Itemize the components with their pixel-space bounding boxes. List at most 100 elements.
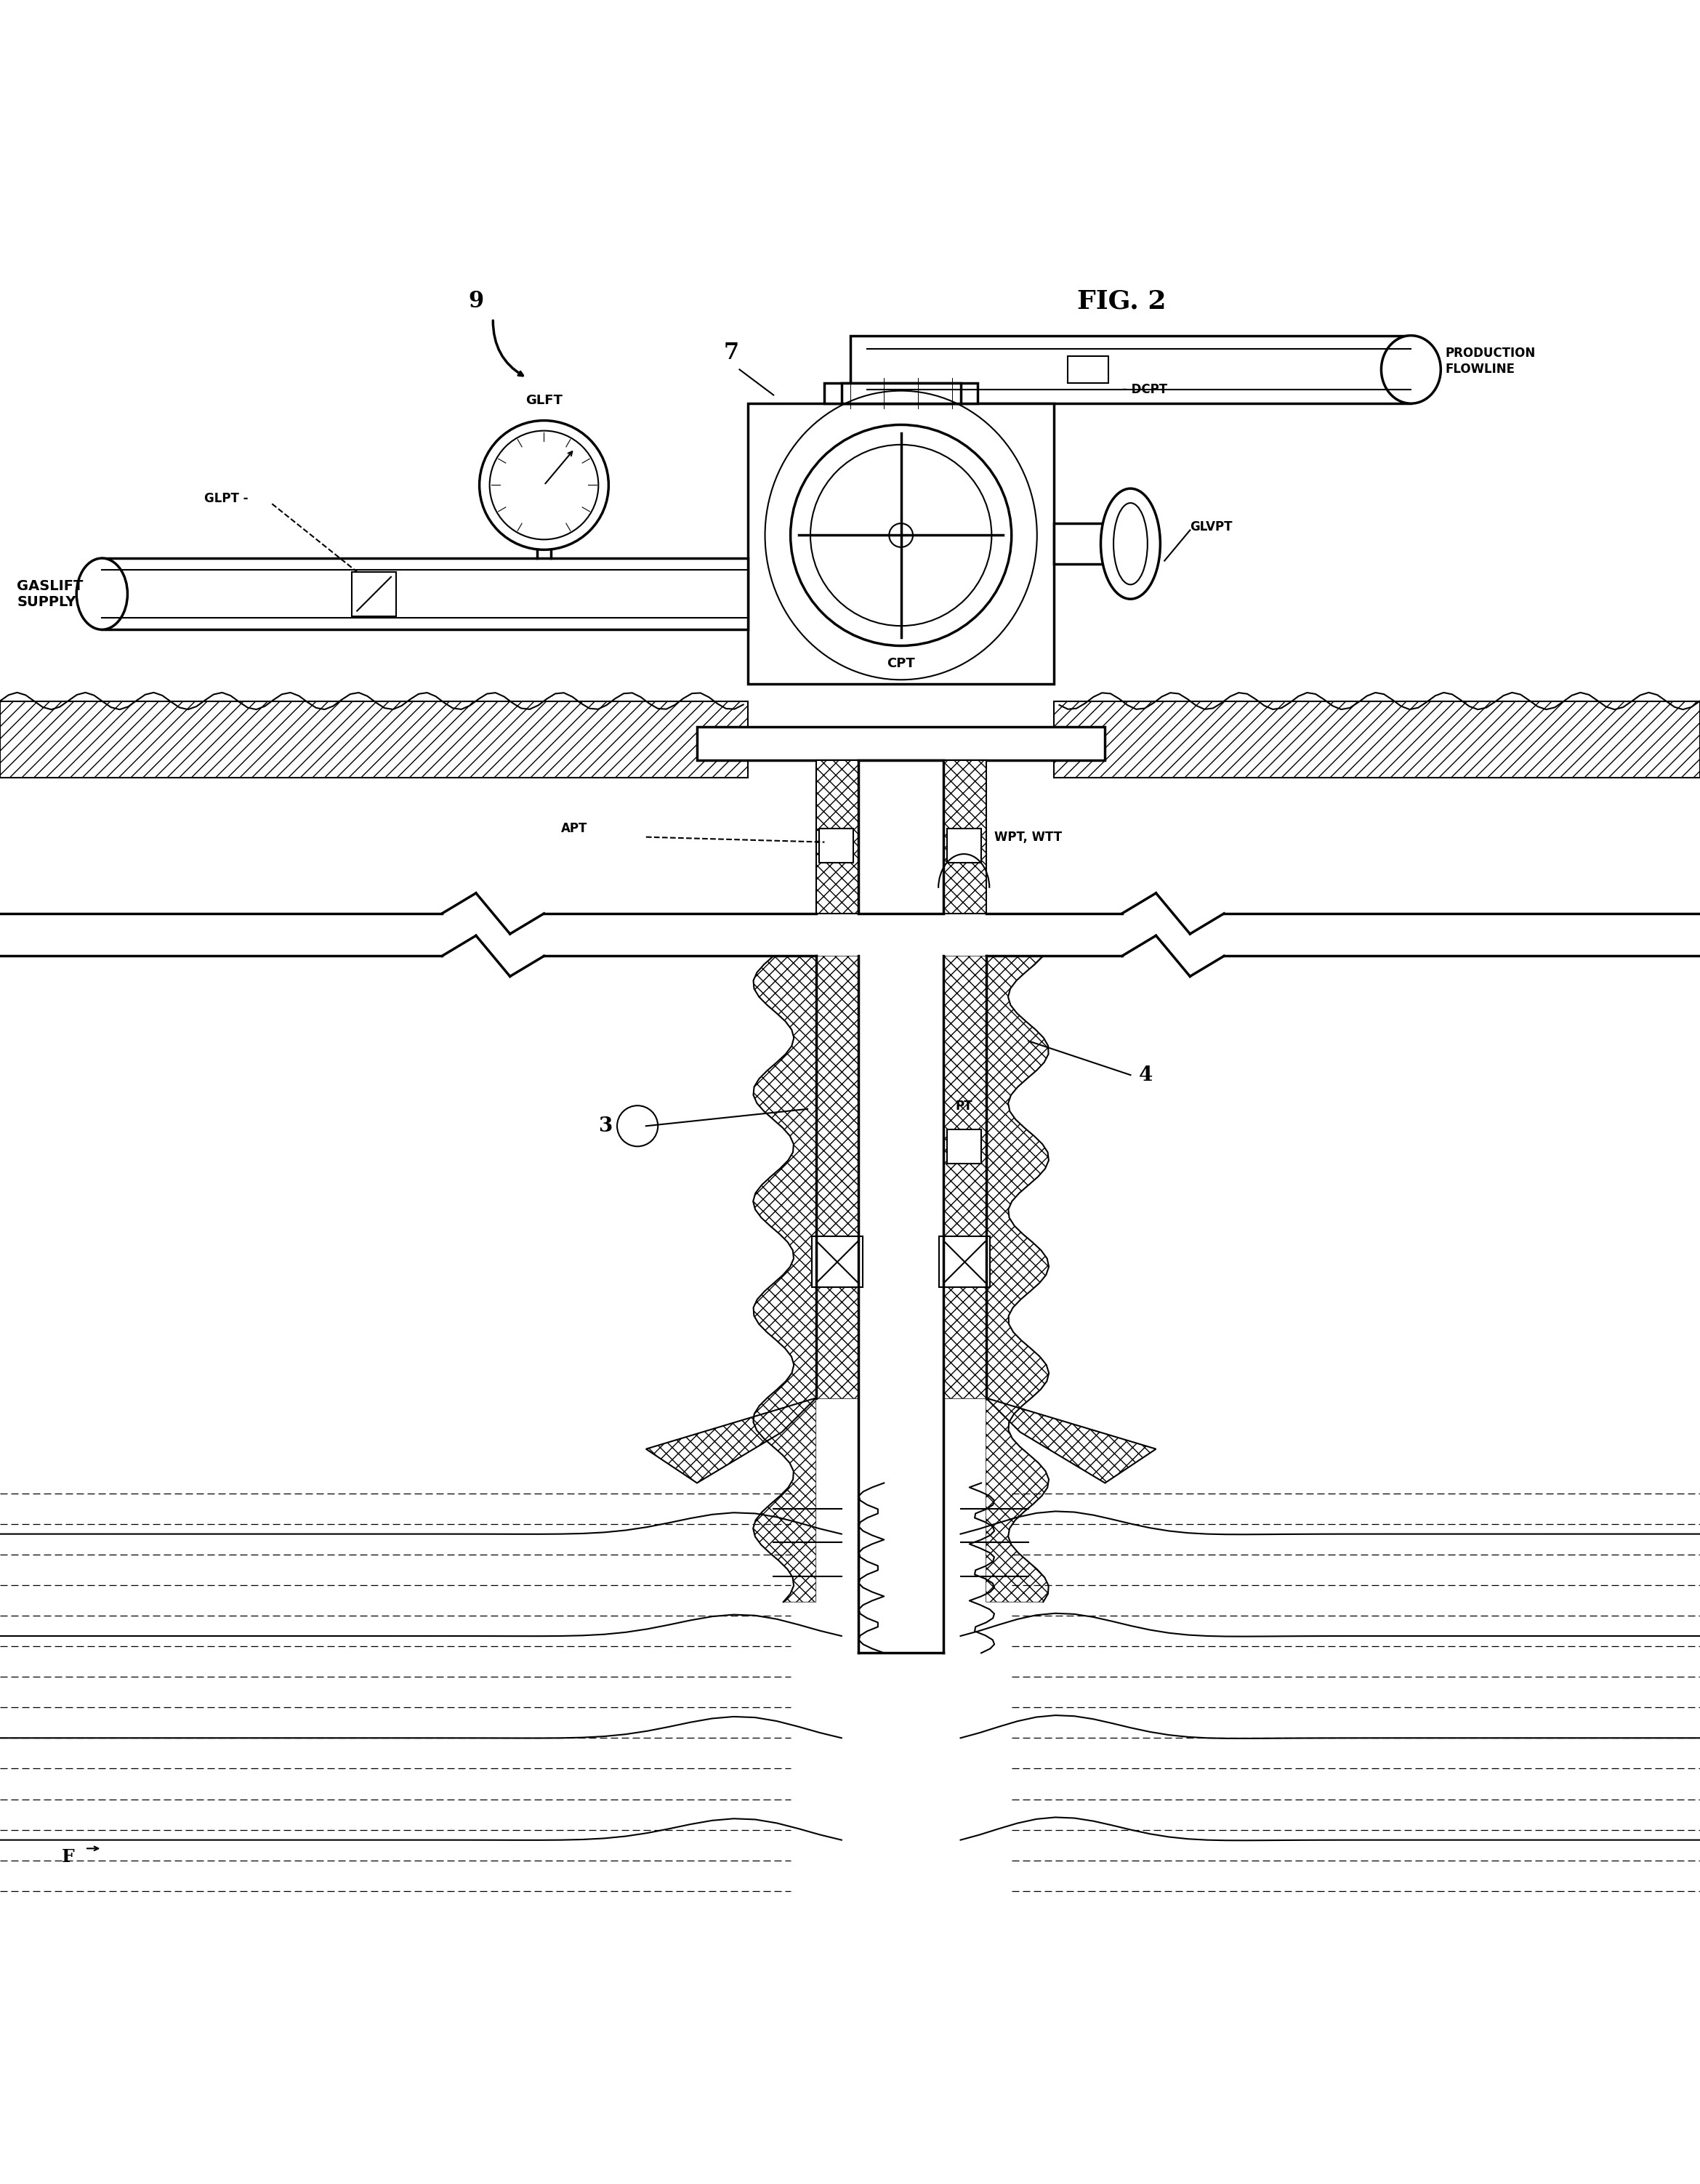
Polygon shape — [792, 1472, 816, 1479]
Polygon shape — [986, 1324, 1013, 1332]
Bar — [816, 957, 859, 1398]
Polygon shape — [986, 1005, 1017, 1013]
Polygon shape — [986, 1332, 1022, 1341]
Polygon shape — [986, 1192, 1020, 1201]
Text: GLVPT: GLVPT — [1190, 520, 1233, 533]
Polygon shape — [986, 1463, 1046, 1472]
Polygon shape — [753, 1308, 816, 1315]
Polygon shape — [986, 1243, 1040, 1251]
Polygon shape — [986, 1413, 1013, 1422]
Polygon shape — [986, 1348, 1040, 1356]
Polygon shape — [765, 957, 816, 963]
Polygon shape — [986, 1061, 1044, 1070]
Ellipse shape — [76, 559, 128, 629]
Polygon shape — [986, 1505, 1034, 1511]
Text: FIG. 2: FIG. 2 — [1078, 288, 1166, 314]
Polygon shape — [762, 1177, 816, 1186]
Text: 3: 3 — [598, 1116, 612, 1136]
Bar — [938, 1236, 989, 1289]
Polygon shape — [785, 1022, 816, 1029]
Polygon shape — [986, 1112, 1015, 1120]
Polygon shape — [760, 1398, 816, 1406]
Text: GASLIFT
SUPPLY: GASLIFT SUPPLY — [17, 579, 83, 609]
Polygon shape — [986, 1186, 1028, 1192]
Polygon shape — [763, 1439, 816, 1446]
Text: WPT, WTT: WPT, WTT — [994, 830, 1062, 843]
Polygon shape — [774, 1275, 816, 1282]
Polygon shape — [792, 1577, 816, 1586]
Polygon shape — [986, 957, 1044, 963]
Bar — [352, 572, 396, 616]
Polygon shape — [986, 1251, 1047, 1258]
Polygon shape — [756, 1431, 816, 1439]
Ellipse shape — [1380, 336, 1442, 404]
Polygon shape — [986, 1446, 1028, 1455]
Polygon shape — [986, 1055, 1049, 1061]
Polygon shape — [986, 1529, 1010, 1538]
Polygon shape — [753, 1422, 816, 1431]
Polygon shape — [986, 1037, 1049, 1046]
Polygon shape — [986, 1520, 1015, 1529]
Polygon shape — [986, 1136, 1042, 1144]
Polygon shape — [986, 1160, 1049, 1168]
Polygon shape — [646, 1398, 816, 1483]
Polygon shape — [753, 1520, 816, 1529]
Bar — [816, 760, 859, 913]
Polygon shape — [986, 1094, 1012, 1103]
Polygon shape — [762, 1219, 816, 1225]
Polygon shape — [755, 1210, 816, 1219]
Polygon shape — [986, 1479, 1049, 1487]
Polygon shape — [782, 1455, 816, 1463]
Text: APT: APT — [561, 821, 588, 834]
Polygon shape — [753, 1413, 816, 1422]
Text: - DCPT: - DCPT — [1122, 384, 1168, 397]
Polygon shape — [986, 1234, 1032, 1243]
Polygon shape — [784, 1594, 816, 1603]
Polygon shape — [780, 1487, 816, 1496]
Polygon shape — [792, 1251, 816, 1258]
Polygon shape — [986, 1022, 1035, 1029]
Polygon shape — [770, 1225, 816, 1234]
Polygon shape — [777, 1013, 816, 1022]
Polygon shape — [784, 1267, 816, 1275]
Polygon shape — [986, 1267, 1049, 1275]
Bar — [850, 336, 1411, 404]
Polygon shape — [760, 1070, 816, 1079]
Polygon shape — [763, 1112, 816, 1120]
Polygon shape — [755, 1079, 816, 1088]
Polygon shape — [753, 957, 816, 1603]
Polygon shape — [790, 1136, 816, 1144]
Polygon shape — [986, 1553, 1027, 1562]
Polygon shape — [753, 1201, 816, 1210]
Polygon shape — [753, 972, 816, 981]
Polygon shape — [755, 1406, 816, 1413]
Polygon shape — [986, 1380, 1047, 1389]
Polygon shape — [758, 996, 816, 1005]
Text: F: F — [61, 1848, 75, 1865]
Polygon shape — [986, 1374, 1049, 1380]
Polygon shape — [756, 1291, 816, 1299]
Polygon shape — [755, 1186, 816, 1192]
Polygon shape — [986, 1389, 1040, 1398]
Polygon shape — [986, 989, 1010, 996]
Bar — [1068, 356, 1108, 382]
Polygon shape — [986, 1029, 1044, 1037]
Polygon shape — [755, 1511, 816, 1520]
Polygon shape — [774, 1446, 816, 1455]
Polygon shape — [753, 1094, 816, 1103]
Polygon shape — [777, 1341, 816, 1348]
Polygon shape — [986, 1168, 1046, 1177]
Polygon shape — [986, 1144, 1047, 1153]
Bar — [947, 1129, 981, 1164]
Polygon shape — [774, 1120, 816, 1127]
Polygon shape — [986, 1496, 1042, 1505]
Polygon shape — [986, 1258, 1049, 1267]
Polygon shape — [986, 1341, 1030, 1348]
Polygon shape — [986, 963, 1035, 972]
Polygon shape — [792, 1037, 816, 1046]
Polygon shape — [986, 1538, 1012, 1544]
Polygon shape — [986, 1201, 1012, 1210]
Text: GLPT -: GLPT - — [204, 491, 248, 505]
Bar — [944, 760, 986, 913]
Polygon shape — [986, 1365, 1049, 1374]
